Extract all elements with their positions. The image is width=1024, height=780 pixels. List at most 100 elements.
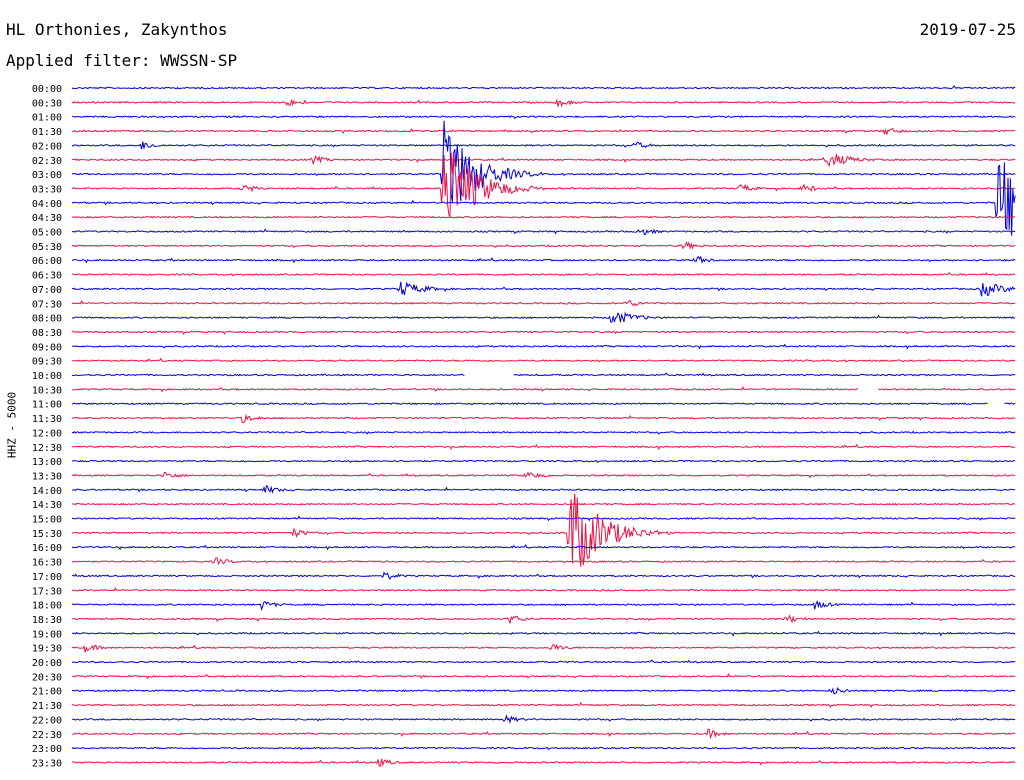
- trace-line: [71, 586, 1016, 592]
- trace-line: [71, 84, 1016, 90]
- trace-line: [71, 141, 1016, 150]
- row-time-label: 15:30: [32, 529, 62, 540]
- row-time-label: 18:00: [32, 601, 62, 612]
- row-time-label: 05:30: [32, 242, 62, 253]
- row-time-label: 03:30: [32, 184, 62, 195]
- row-time-label: 21:30: [32, 701, 62, 712]
- trace-line: [71, 430, 1016, 435]
- date-label: 2019-07-25: [919, 20, 1016, 39]
- trace-line: [71, 98, 1016, 108]
- row-time-label: 14:00: [32, 486, 62, 497]
- trace-line: [71, 228, 1016, 236]
- trace-line: [71, 600, 1016, 611]
- row-time-label: 20:00: [32, 658, 62, 669]
- trace-line: [71, 402, 988, 406]
- row-time-label: 16:00: [32, 543, 62, 554]
- trace-line: [71, 271, 1016, 277]
- trace-line: [71, 485, 1016, 494]
- trace-line: [71, 571, 1016, 580]
- row-time-label: 16:30: [32, 558, 62, 569]
- row-time-label: 07:00: [32, 285, 62, 296]
- trace-line: [71, 544, 1016, 551]
- row-time-label: 00:30: [32, 98, 62, 109]
- trace-line: [71, 701, 1016, 709]
- row-time-label: 04:30: [32, 213, 62, 224]
- row-time-label: 13:30: [32, 471, 62, 482]
- row-time-label: 10:30: [32, 385, 62, 396]
- row-time-label: 23:00: [32, 744, 62, 755]
- trace-line: [72, 728, 1016, 740]
- trace-line: [71, 330, 1016, 335]
- trace-line: [71, 714, 1016, 725]
- row-time-label: 09:00: [32, 342, 62, 353]
- trace-line: [71, 515, 1016, 522]
- trace-line: [71, 127, 1016, 136]
- trace-line: [71, 493, 1016, 567]
- trace-line: [71, 311, 1016, 323]
- row-time-label: 20:30: [32, 672, 62, 683]
- row-time-label: 22:30: [32, 730, 62, 741]
- trace-line: [71, 659, 1016, 664]
- station-title: HL Orthonies, Zakynthos: [6, 20, 228, 39]
- row-time-label: 14:30: [32, 500, 62, 511]
- row-time-label: 12:30: [32, 443, 62, 454]
- trace-line: [71, 673, 1016, 680]
- trace-line: [71, 459, 1016, 464]
- trace-line: [71, 115, 1016, 120]
- trace-line: [71, 215, 1016, 219]
- trace-line: [71, 413, 1016, 424]
- trace-line: [71, 471, 1016, 479]
- trace-line: [71, 630, 1016, 637]
- row-time-label: 01:30: [32, 127, 62, 138]
- trace-line: [71, 241, 1016, 250]
- row-time-label: 17:30: [32, 586, 62, 597]
- trace-line: [71, 281, 1016, 297]
- trace-line: [71, 152, 1016, 219]
- trace-line: [71, 758, 1016, 767]
- row-time-label: 02:00: [32, 141, 62, 152]
- row-time-label: 12:00: [32, 428, 62, 439]
- row-time-label: 22:00: [32, 715, 62, 726]
- row-time-label: 15:00: [32, 515, 62, 526]
- trace-line: [878, 388, 1016, 391]
- row-time-label: 06:30: [32, 271, 62, 282]
- trace-line: [71, 557, 1016, 566]
- row-time-label: 00:00: [32, 84, 62, 95]
- row-time-label: 05:00: [32, 228, 62, 239]
- trace-line: [71, 357, 1016, 363]
- row-time-label: 23:30: [32, 758, 62, 769]
- trace-line: [513, 372, 1016, 377]
- filter-label: Applied filter: WWSSN-SP: [6, 51, 238, 70]
- row-time-label: 18:30: [32, 615, 62, 626]
- row-time-label: 06:00: [32, 256, 62, 267]
- row-time-label: 02:30: [32, 156, 62, 167]
- row-time-label: 04:00: [32, 199, 62, 210]
- trace-line: [71, 162, 1016, 236]
- row-labels-layer: 00:00 00:30 01:00 01:30 02:00 02:30 03:00 03:30…: [32, 84, 62, 769]
- trace-line: [71, 343, 1016, 350]
- row-time-label: 07:30: [32, 299, 62, 310]
- row-time-label: 03:00: [32, 170, 62, 181]
- trace-line: [71, 255, 1016, 264]
- trace-line: [71, 153, 1016, 168]
- trace-line: [1004, 402, 1016, 405]
- row-time-label: 01:00: [32, 113, 62, 124]
- trace-line: [71, 120, 1016, 203]
- trace-line: [71, 386, 859, 393]
- traces-layer: [71, 84, 1016, 767]
- trace-line: [71, 643, 1016, 653]
- row-time-label: 17:00: [32, 572, 62, 583]
- trace-line: [71, 373, 465, 377]
- row-time-label: 11:00: [32, 400, 62, 411]
- row-time-label: 11:30: [32, 414, 62, 425]
- trace-line: [71, 686, 1016, 695]
- row-time-label: 10:00: [32, 371, 62, 382]
- row-time-label: 08:00: [32, 314, 62, 325]
- trace-line: [71, 746, 1016, 751]
- row-time-label: 09:30: [32, 357, 62, 368]
- trace-line: [71, 299, 1016, 307]
- row-time-label: 19:00: [32, 629, 62, 640]
- row-time-label: 08:30: [32, 328, 62, 339]
- row-time-label: 19:30: [32, 644, 62, 655]
